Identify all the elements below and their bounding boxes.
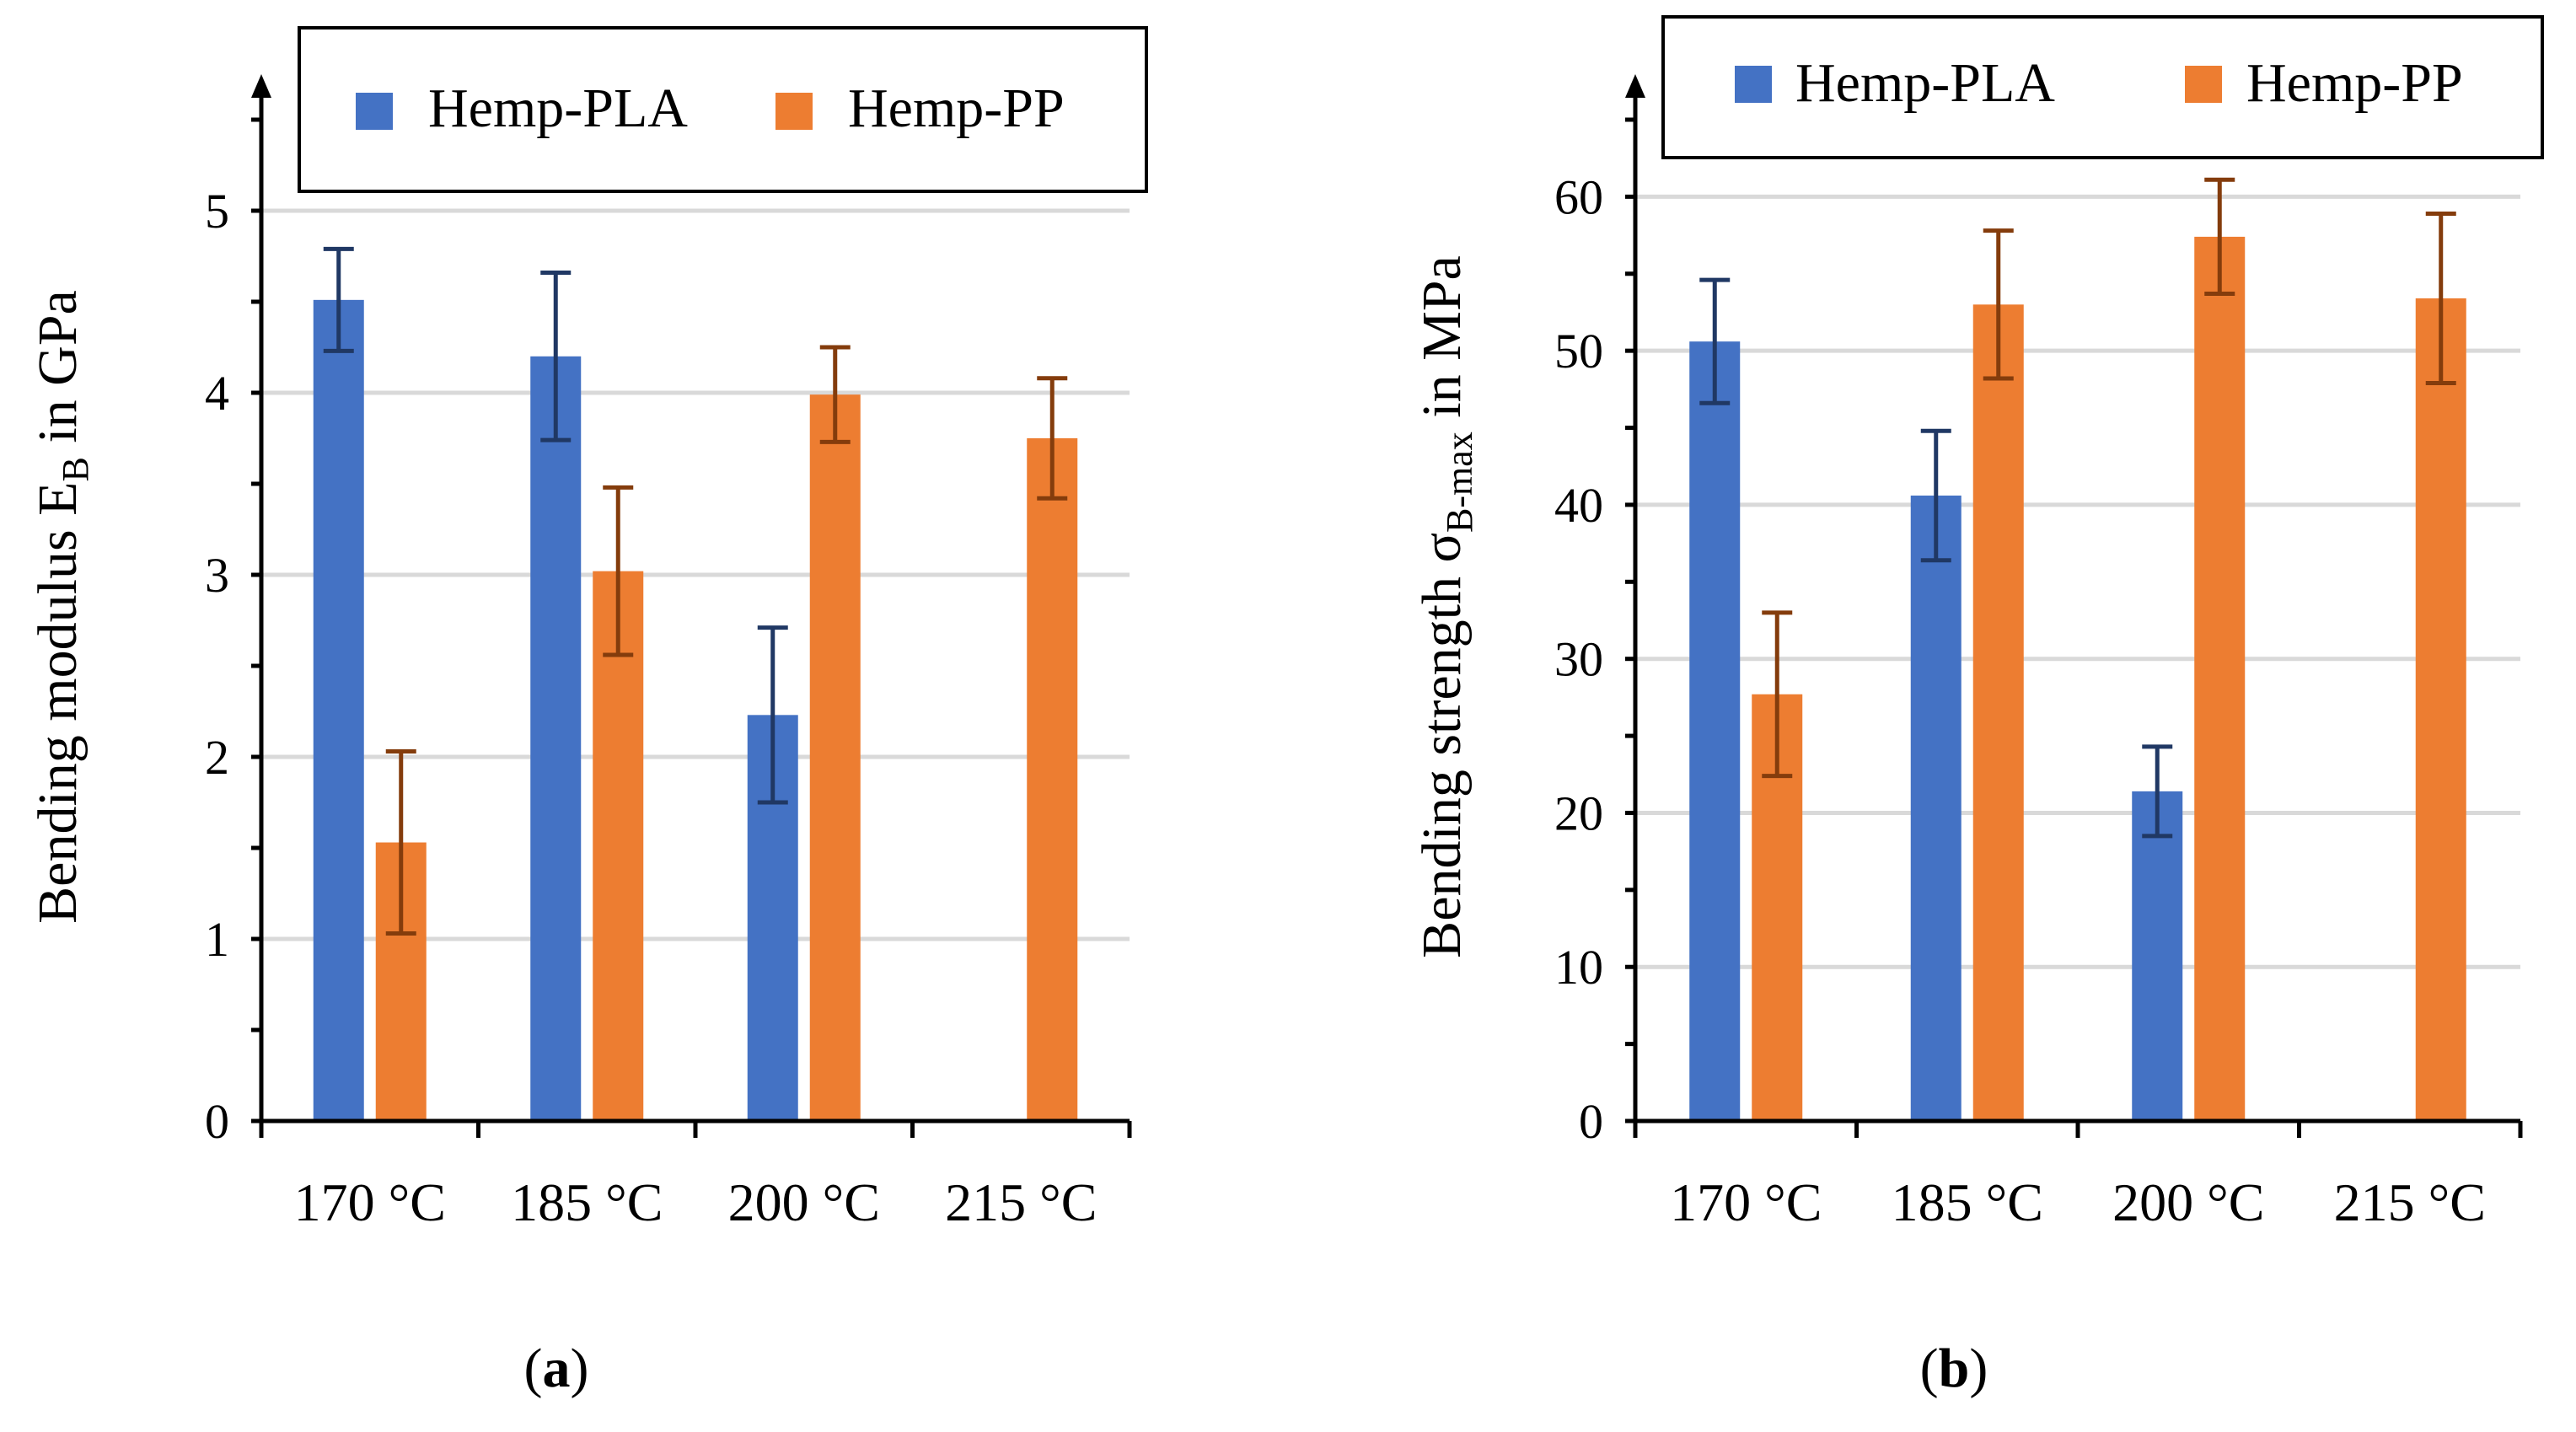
y-tick-label: 1	[205, 912, 229, 967]
x-category-label: 215 °C	[945, 1172, 1097, 1232]
y-tick-label: 0	[1579, 1094, 1603, 1149]
panel-paren-open: (	[524, 1338, 543, 1399]
bar-hemp-pp-1	[1972, 304, 2024, 1121]
y-tick-label: 3	[205, 548, 229, 603]
y-tick-label: 30	[1554, 632, 1603, 687]
panel-paren-open: (	[1920, 1338, 1939, 1399]
y-axis-label-main: Bending strength σ	[1411, 533, 1473, 958]
panel-paren-close: )	[571, 1338, 589, 1399]
y-axis-label-unit: in GPa	[27, 290, 89, 457]
y-tick-label: 4	[205, 366, 229, 421]
x-category-label: 170 °C	[294, 1172, 446, 1232]
bar-hemp-pla-0	[1689, 341, 1741, 1121]
bar-hemp-pla-0	[313, 299, 364, 1122]
x-category-label: 200 °C	[728, 1172, 880, 1232]
bar-hemp-pp-3	[2415, 298, 2466, 1121]
y-axis-label-unit: in MPa	[1411, 255, 1473, 432]
legend-box	[298, 26, 1148, 193]
panel-label: (b)	[1920, 1338, 1988, 1399]
y-axis-label-main: Bending modulus E	[27, 482, 89, 924]
legend-swatch-hemp-pp	[775, 93, 813, 130]
legend-swatch-hemp-pla	[356, 93, 393, 130]
panel-label: (a)	[524, 1338, 589, 1399]
bar-hemp-pp-3	[1027, 438, 1078, 1121]
y-axis-label-subscript: B	[55, 457, 96, 481]
y-axis-arrow-icon	[251, 74, 271, 98]
y-tick-label: 0	[205, 1094, 229, 1149]
bar-hemp-pla-1	[1910, 495, 1962, 1121]
legend-label-hemp-pla: Hemp-PLA	[1795, 52, 2055, 114]
legend-label-hemp-pp: Hemp-PP	[2246, 52, 2463, 114]
legend-box	[1661, 15, 2544, 159]
y-tick-label: 2	[205, 730, 229, 785]
y-tick-label: 50	[1554, 324, 1603, 378]
y-axis-label-subscript: B-max	[1439, 432, 1480, 533]
panel-letter: a	[543, 1338, 571, 1399]
bar-hemp-pp-1	[593, 571, 644, 1121]
y-axis-label: Bending strength σB-max in MPa	[1411, 255, 1480, 958]
bar-hemp-pp-2	[809, 394, 861, 1121]
y-tick-label: 20	[1554, 786, 1603, 840]
legend-swatch-hemp-pp	[2185, 66, 2222, 103]
x-category-label: 185 °C	[511, 1172, 663, 1232]
y-tick-label: 60	[1554, 169, 1603, 224]
panel-letter: b	[1939, 1338, 1970, 1399]
y-axis-label: Bending modulus EB in GPa	[27, 290, 96, 924]
y-tick-label: 40	[1554, 478, 1603, 533]
x-category-label: 200 °C	[2112, 1172, 2264, 1232]
panel-paren-close: )	[1969, 1338, 1988, 1399]
bar-hemp-pla-2	[2132, 791, 2183, 1121]
y-tick-label: 10	[1554, 940, 1603, 995]
x-category-label: 185 °C	[1892, 1172, 2043, 1232]
x-category-label: 170 °C	[1670, 1172, 1822, 1232]
legend-label-hemp-pp: Hemp-PP	[848, 78, 1065, 139]
y-axis-title: Bending strength σB-max in MPa	[1411, 255, 1480, 958]
bar-hemp-pp-2	[2194, 236, 2246, 1122]
legend-label-hemp-pla: Hemp-PLA	[428, 78, 688, 139]
legend-swatch-hemp-pla	[1735, 66, 1772, 103]
y-tick-label: 5	[205, 184, 229, 239]
y-axis-arrow-icon	[1625, 74, 1645, 98]
x-category-label: 215 °C	[2334, 1172, 2486, 1232]
bar-hemp-pla-1	[530, 356, 582, 1121]
y-axis-title: Bending modulus EB in GPa	[27, 290, 96, 924]
